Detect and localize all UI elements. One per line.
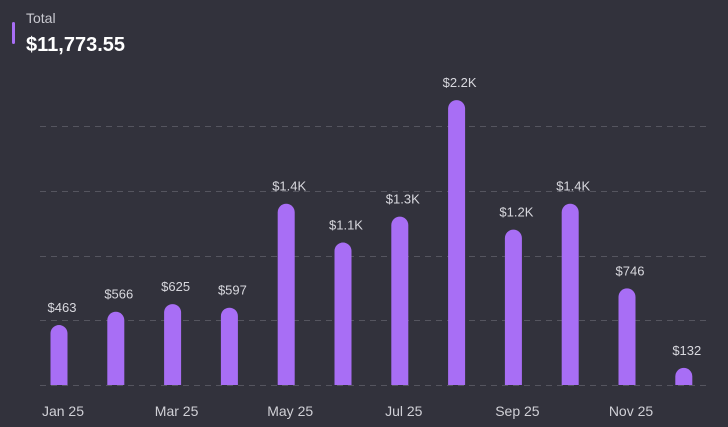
x-tick-label: Jan 25 xyxy=(42,403,84,419)
legend-label: Total xyxy=(26,10,56,26)
legend-total-value: $11,773.55 xyxy=(26,34,125,56)
value-label: $1.4K xyxy=(556,179,590,194)
value-label: $1.4K xyxy=(272,179,306,194)
value-label: $132 xyxy=(672,343,701,358)
value-label: $597 xyxy=(218,283,247,298)
value-label: $746 xyxy=(616,263,645,278)
bar-jun-25[interactable] xyxy=(334,242,352,385)
bar-dec-25[interactable] xyxy=(675,367,693,385)
x-tick-label: Sep 25 xyxy=(495,403,540,419)
gridlines xyxy=(40,126,706,386)
bar-may-25[interactable] xyxy=(277,203,295,385)
x-tick-label: May 25 xyxy=(267,403,313,419)
bar-nov-25[interactable] xyxy=(618,288,636,385)
x-tick-label: Mar 25 xyxy=(155,403,199,419)
legend-color-swatch xyxy=(12,22,15,44)
value-labels: $463 $566 $625 $597 $1.4K $1.1K $1.3K $2.2K $1.2… xyxy=(48,75,702,358)
value-label: $1.1K xyxy=(329,218,363,233)
value-label: $1.2K xyxy=(499,205,533,220)
bar-apr-25[interactable] xyxy=(220,307,238,385)
value-label: $2.2K xyxy=(443,75,477,90)
x-tick-label: Nov 25 xyxy=(609,403,654,419)
bar-mar-25[interactable] xyxy=(164,304,182,385)
value-label: $1.3K xyxy=(386,192,420,207)
bar-sep-25[interactable] xyxy=(504,229,522,385)
x-axis-ticks: Jan 25 Mar 25 May 25 Jul 25 Sep 25 Nov 25 xyxy=(42,403,653,419)
value-label: $566 xyxy=(104,287,133,302)
bar-feb-25[interactable] xyxy=(107,311,125,385)
bar-aug-25[interactable] xyxy=(448,100,466,385)
value-label: $463 xyxy=(48,300,77,315)
value-label: $625 xyxy=(161,279,190,294)
bar-jan-25[interactable] xyxy=(50,325,68,385)
bars xyxy=(50,100,693,385)
x-tick-label: Jul 25 xyxy=(385,403,423,419)
bar-oct-25[interactable] xyxy=(561,203,579,385)
bar-jul-25[interactable] xyxy=(391,216,409,385)
